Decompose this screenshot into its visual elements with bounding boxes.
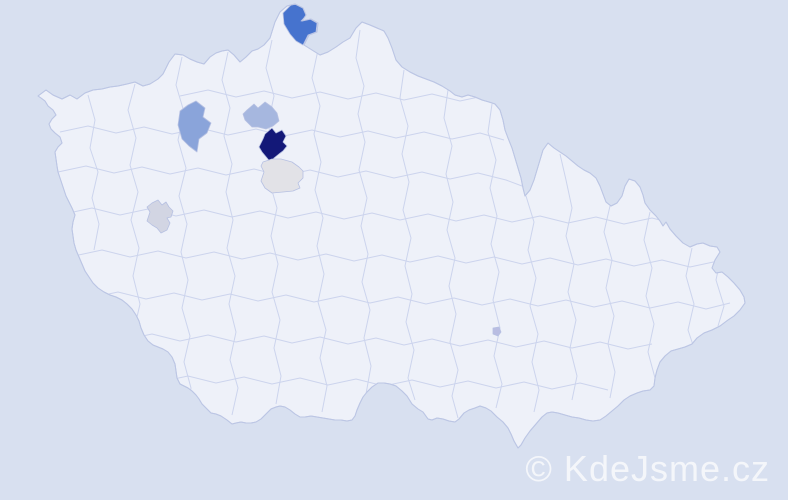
district-highlight-central-dark[interactable]	[258, 127, 288, 164]
district-highlight-tiny-dot[interactable]	[492, 326, 502, 337]
district-highlight-central-gray[interactable]	[260, 158, 304, 194]
district-highlight-west-gray[interactable]	[146, 199, 174, 234]
district-highlight-central-light[interactable]	[242, 101, 280, 130]
district-highlight-northwest[interactable]	[177, 100, 212, 153]
watermark: © KdeJsme.cz	[525, 448, 770, 489]
